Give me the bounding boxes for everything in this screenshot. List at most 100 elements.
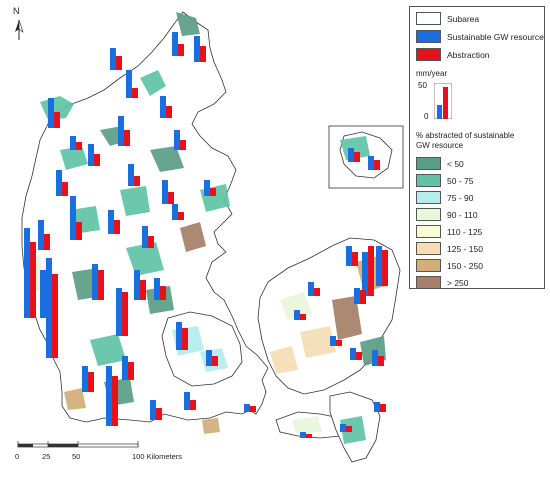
legend-unit-bar-blue [437,105,442,119]
abstraction-bar [148,236,154,248]
abstraction-bar [160,286,166,300]
sustainable-bar [92,264,98,300]
sustainable-bar [88,144,94,166]
sustainable-bar [372,350,378,366]
abstraction-bar [180,140,186,150]
sustainable-bar [350,348,356,360]
abstraction-bar [190,400,196,410]
abstraction-bar [210,188,216,196]
abstraction-bar [76,222,82,240]
legend-class-swatch [416,157,441,170]
abstraction-bar [382,250,388,286]
legend-class-label: 50 - 75 [447,175,474,186]
sustainable-bar [176,322,182,350]
abstraction-bar [352,252,358,266]
legend-pct-title-1: % abstracted of sustainable [416,131,515,140]
sustainable-bar [348,148,354,162]
sustainable-bar [160,96,166,118]
abstraction-bar [378,356,384,366]
legend-class-label: > 250 [447,277,469,288]
abstraction-bar [140,280,146,300]
abstraction-bar [94,154,100,166]
abstraction-bar [306,434,312,438]
legend-class-row: < 50 [416,157,464,170]
sustainable-bar [122,356,128,380]
sustainable-bar [82,366,88,392]
sustainable-bar [194,36,200,62]
abstraction-bar [182,328,188,350]
legend-class-row: 90 - 110 [416,208,478,221]
sustainable-bar [56,170,62,196]
sustainable-bar [300,432,306,438]
abstraction-bar [112,376,118,426]
bornholm-inset-frame [328,125,404,189]
sustainable-bar [106,366,112,426]
abstraction-bar [98,270,104,300]
legend-class-row: 50 - 75 [416,174,473,187]
abstraction-bar [368,246,374,296]
abstraction-bars [24,32,388,438]
abstraction-bar [250,406,256,412]
sustainable-bar [48,98,54,128]
sustainable-bar [118,116,124,146]
legend-class-row: 75 - 90 [416,191,473,204]
legend-abstraction: Abstraction [416,48,490,61]
sustainable-bar [150,400,156,420]
abstraction-bar [88,372,94,392]
abstraction-bar [360,290,366,304]
sustainable-bar [204,180,210,196]
legend-class-swatch [416,259,441,272]
scale-tick-100: 100 Kilometers [132,452,183,461]
abstraction-bar [122,292,128,336]
sustainable-bar [108,210,114,234]
sustainable-bar [172,32,178,56]
abstraction-bar [354,152,360,162]
legend-unit-bar-red [443,87,448,119]
abstraction-bar [128,362,134,380]
abstraction-bar [52,274,58,358]
abstraction-bar [314,288,320,296]
sustainable-bar [70,196,76,240]
legend-sustainable: Sustainable GW resource [416,30,544,43]
legend-unit-min: 0 [424,112,429,121]
sustainable-bar [308,282,314,296]
sustainable-bar [154,278,160,300]
sustainable-bar [354,288,360,304]
legend-class-swatch [416,242,441,255]
abstraction-bar [356,352,362,360]
legend-label-subarea: Subarea [447,13,480,24]
sustainable-bar [368,156,374,170]
legend-label-sustainable: Sustainable GW resource [447,31,544,42]
legend-class-swatch [416,174,441,187]
abstraction-bar [178,212,184,220]
north-label: N [13,6,20,16]
scale-tick-0: 0 [15,452,20,461]
sustainable-bar [376,246,382,286]
map-legend: Subarea Sustainable GW resource Abstract… [409,6,545,289]
legend-swatch-abstraction [416,48,441,61]
legend-class-swatch [416,191,441,204]
legend-class-row: 150 - 250 [416,259,483,272]
legend-unit-max: 50 [418,81,427,90]
legend-class-row: > 250 [416,276,469,289]
abstraction-bar [178,44,184,56]
sustainable-bar [46,258,52,358]
legend-swatch-sustainable [416,30,441,43]
legend-class-label: 90 - 110 [447,209,478,220]
legend-class-row: 110 - 125 [416,225,482,238]
sustainable-bar [294,310,300,320]
abstraction-bar [200,46,206,62]
abstraction-bar [212,356,218,366]
sustainable-bar [126,70,132,98]
legend-class-swatch [416,225,441,238]
sustainable-bar [40,270,46,318]
legend-class-label: < 50 [447,158,464,169]
legend-swatch-subarea [416,12,441,25]
sustainable-bar [340,424,346,432]
north-arrow-icon [15,19,24,40]
legend-subarea: Subarea [416,12,479,25]
abstraction-bar [132,88,138,98]
sustainable-bar [128,164,134,186]
abstraction-bar [30,242,36,318]
